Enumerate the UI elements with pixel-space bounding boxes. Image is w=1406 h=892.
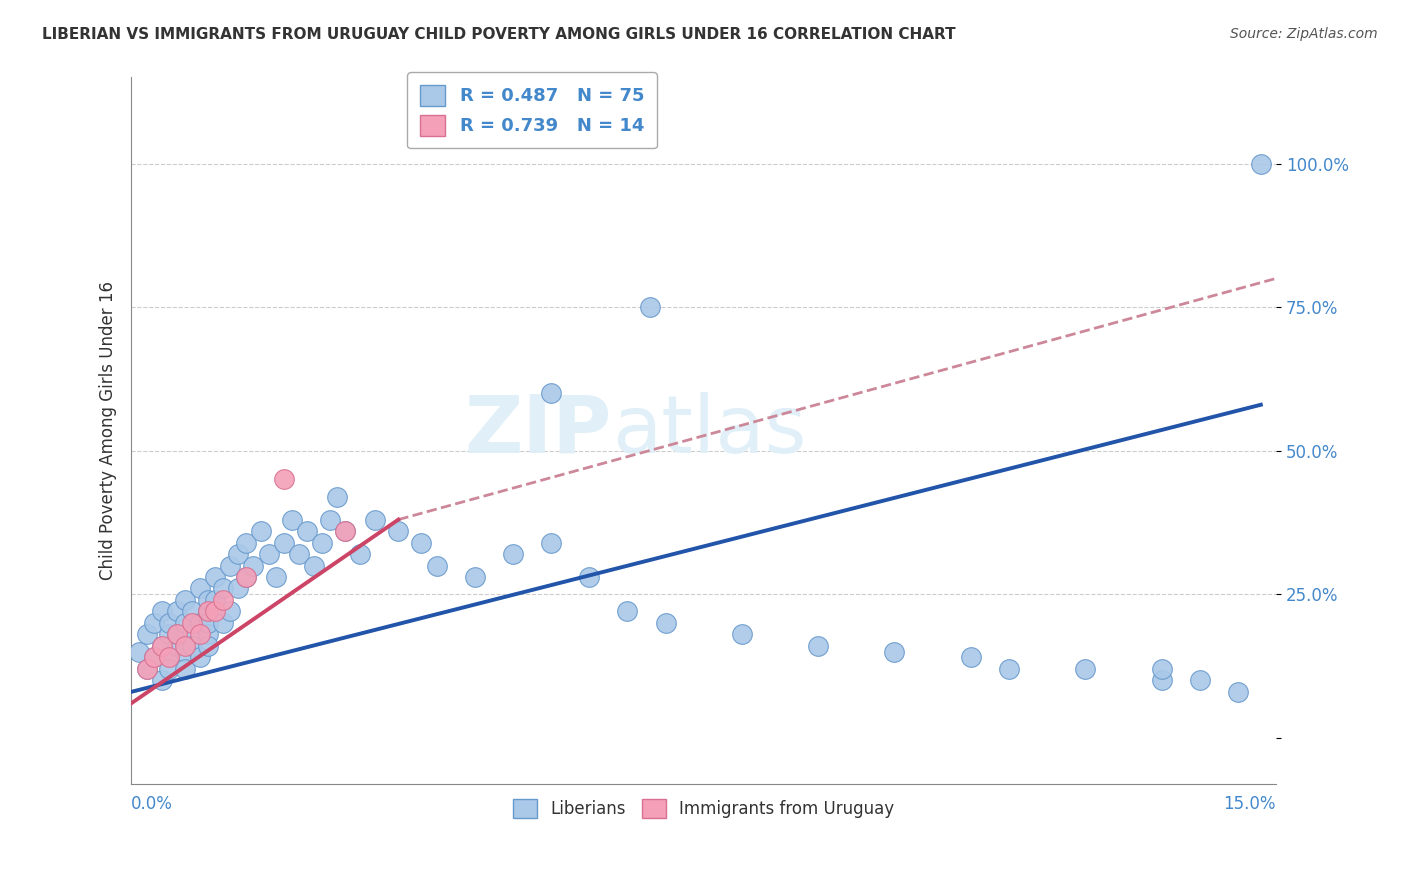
Point [197,605,219,619]
Point [128,645,150,659]
Point [197,605,219,619]
Point [1188,673,1211,688]
Point [166,627,188,641]
Point [257,547,280,561]
Point [295,524,318,538]
Point [540,535,562,549]
Text: atlas: atlas [612,392,807,469]
Point [638,300,661,314]
Point [181,639,204,653]
Point [157,627,180,641]
Point [280,513,302,527]
Point [150,639,173,653]
Point [188,627,211,641]
Point [1226,685,1249,699]
Point [578,570,600,584]
Text: LIBERIAN VS IMMIGRANTS FROM URUGUAY CHILD POVERTY AMONG GIRLS UNDER 16 CORRELATI: LIBERIAN VS IMMIGRANTS FROM URUGUAY CHIL… [42,27,956,42]
Point [616,605,638,619]
Point [157,650,180,665]
Point [173,639,195,653]
Point [150,639,173,653]
Point [181,627,204,641]
Point [143,615,166,630]
Point [1150,673,1173,688]
Point [311,535,333,549]
Point [181,615,204,630]
Point [235,570,257,584]
Point [197,615,219,630]
Point [364,513,387,527]
Point [211,582,233,596]
Point [157,650,180,665]
Point [464,570,486,584]
Point [181,605,204,619]
Legend: Liberians, Immigrants from Uruguay: Liberians, Immigrants from Uruguay [506,792,901,825]
Point [197,627,219,641]
Point [226,582,249,596]
Point [349,547,371,561]
Point [204,593,226,607]
Point [219,558,242,573]
Point [150,673,173,688]
Point [157,615,180,630]
Point [188,650,211,665]
Point [173,645,195,659]
Point [135,662,157,676]
Point [157,662,180,676]
Point [235,570,257,584]
Point [273,535,295,549]
Point [219,605,242,619]
Point [188,582,211,596]
Point [135,662,157,676]
Point [288,547,311,561]
Point [150,605,173,619]
Point [425,558,447,573]
Point [333,524,356,538]
Point [959,650,981,665]
Point [387,524,409,538]
Point [166,605,188,619]
Point [998,662,1021,676]
Point [273,472,295,486]
Point [173,662,195,676]
Point [173,593,195,607]
Point [731,627,754,641]
Point [326,490,349,504]
Point [540,386,562,401]
Point [654,615,676,630]
Point [211,593,233,607]
Text: 15.0%: 15.0% [1223,796,1277,814]
Point [250,524,273,538]
Text: Source: ZipAtlas.com: Source: ZipAtlas.com [1230,27,1378,41]
Point [235,535,257,549]
Point [166,627,188,641]
Point [264,570,287,584]
Y-axis label: Child Poverty Among Girls Under 16: Child Poverty Among Girls Under 16 [100,281,117,580]
Point [197,593,219,607]
Point [166,639,188,653]
Point [143,650,166,665]
Point [204,570,226,584]
Text: 0.0%: 0.0% [131,796,173,814]
Point [318,513,340,527]
Point [197,639,219,653]
Text: ZIP: ZIP [465,392,612,469]
Point [188,615,211,630]
Point [1074,662,1097,676]
Point [807,639,830,653]
Point [226,547,249,561]
Point [883,645,905,659]
Point [333,524,356,538]
Point [1150,662,1173,676]
Point [211,615,233,630]
Point [143,650,166,665]
Point [242,558,264,573]
Point [502,547,524,561]
Point [411,535,433,549]
Point [173,615,195,630]
Point [135,627,157,641]
Point [304,558,326,573]
Point [204,605,226,619]
Point [1250,156,1272,170]
